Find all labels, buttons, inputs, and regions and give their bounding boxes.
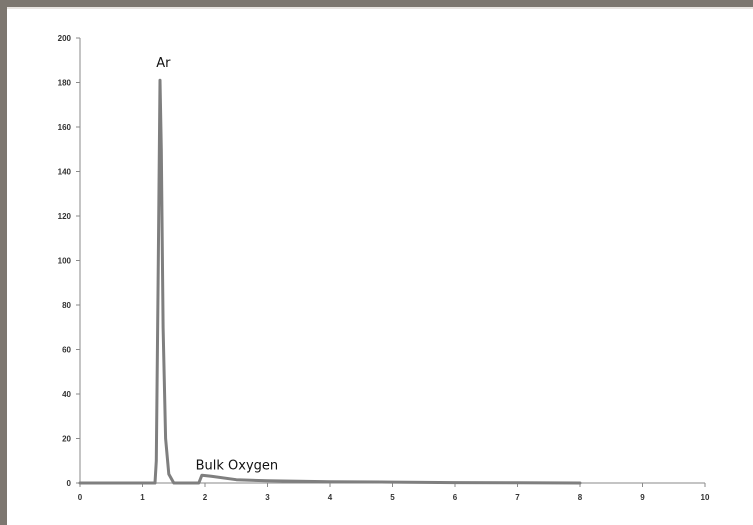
y-tick-label: 0 [67,479,72,488]
annotation-label: Ar [156,56,171,71]
series-line [78,78,582,485]
x-tick-label: 10 [701,493,710,502]
y-tick-label: 200 [58,34,72,43]
x-tick-label: 2 [203,493,208,502]
x-tick-label: 3 [265,493,270,502]
x-tick-label: 7 [515,493,520,502]
y-tick-label: 20 [62,435,71,444]
series-layer [78,78,582,485]
x-tick-label: 5 [390,493,395,502]
y-tick-label: 120 [58,212,72,221]
x-tick-label: 8 [578,493,583,502]
plot-panel [7,9,753,525]
annotation-label: Bulk Oxygen [196,459,279,474]
y-tick-label: 40 [62,390,71,399]
y-tick-label: 180 [58,79,72,88]
x-tick-label: 4 [328,493,333,502]
x-tick-label: 1 [140,493,145,502]
y-tick-label: 60 [62,346,71,355]
axes [79,38,705,484]
x-tick-label: 0 [78,493,83,502]
annotations: Ar Bulk Oxygen [156,56,278,474]
y-tick-label: 100 [58,257,72,266]
y-tick-label: 80 [62,301,71,310]
y-tick-label: 160 [58,123,72,132]
y-tick-label: 140 [58,168,72,177]
x-tick-label: 6 [453,493,458,502]
x-tick-label: 9 [640,493,645,502]
